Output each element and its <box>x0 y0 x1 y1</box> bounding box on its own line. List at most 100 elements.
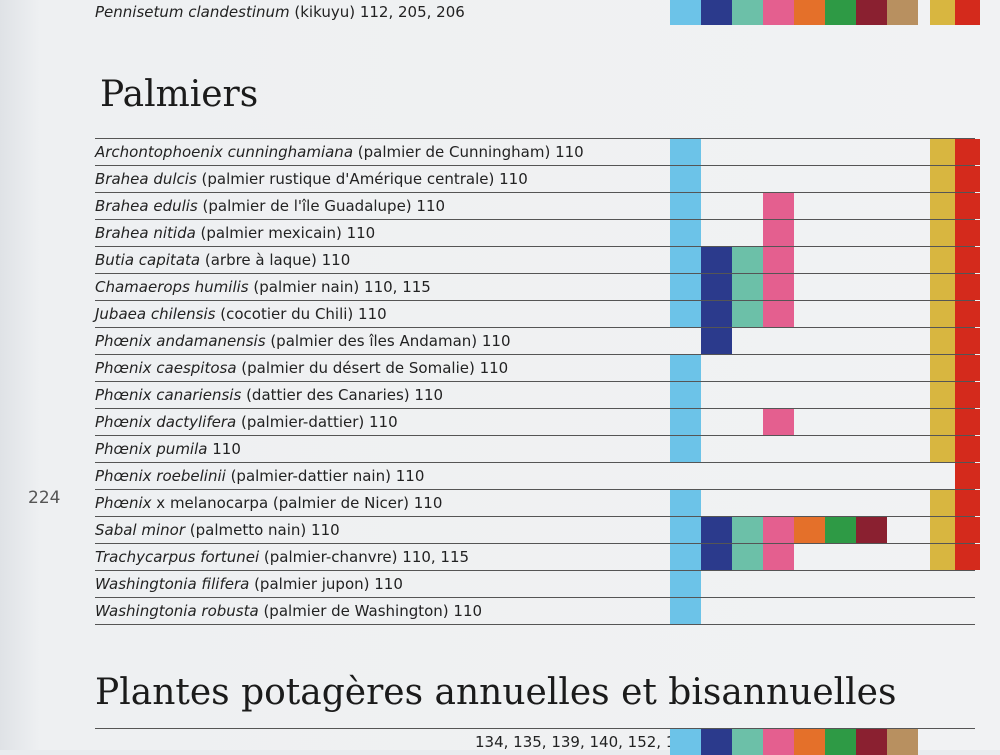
color-cell <box>763 193 794 219</box>
color-cell <box>930 436 955 462</box>
next-section-title: Plantes potagères annuelles et bisannuel… <box>95 672 897 713</box>
common-name: (palmier-dattier) 110 <box>236 413 398 431</box>
color-cell <box>670 598 701 624</box>
latin-name: Phœnix canariensis <box>95 386 242 404</box>
table-row: Jubaea chilensis (cocotier du Chili) 110 <box>95 300 980 327</box>
common-name: (palmier de l'île Guadalupe) 110 <box>197 197 446 215</box>
color-cell <box>701 247 732 273</box>
common-name: (palmier-chanvre) 110, 115 <box>259 548 470 566</box>
latin: Pennisetum clandestinum <box>95 3 290 21</box>
latin-name: Phœnix pumila <box>95 440 208 458</box>
fragment-row: 134, 135, 139, 140, 152, 154, 175, 197 <box>95 728 975 755</box>
page-number: 224 <box>28 488 61 508</box>
color-cell <box>670 436 701 462</box>
color-cell <box>930 0 955 25</box>
latin-name: Washingtonia robusta <box>95 602 259 620</box>
table-row: Washingtonia filifera (palmier jupon) 11… <box>95 570 975 597</box>
color-cell <box>955 463 980 489</box>
color-cell <box>887 729 918 755</box>
color-cell <box>955 301 980 327</box>
table-row: Phœnix x melanocarpa (palmier de Nicer) … <box>95 489 980 516</box>
color-cell <box>955 166 980 192</box>
color-cell <box>955 247 980 273</box>
color-cell <box>763 301 794 327</box>
table-row: Phœnix caespitosa (palmier du désert de … <box>95 354 980 381</box>
color-cell <box>930 247 955 273</box>
color-cell <box>930 193 955 219</box>
color-cell <box>670 517 701 543</box>
color-cell <box>930 544 955 570</box>
common-name: (palmier de Cunningham) 110 <box>353 143 584 161</box>
table-row: Brahea nitida (palmier mexicain) 110 <box>95 219 980 246</box>
color-cell <box>825 517 856 543</box>
color-cell <box>930 274 955 300</box>
color-cell <box>732 247 763 273</box>
color-cell <box>794 517 825 543</box>
latin-name: Brahea edulis <box>95 197 198 215</box>
color-cell <box>930 328 955 354</box>
color-cell <box>930 409 955 435</box>
color-cell <box>701 0 732 25</box>
table-bottom-line <box>95 624 975 625</box>
color-cell <box>955 274 980 300</box>
common-name: x melanocarpa (palmier de Nicer) 110 <box>151 494 443 512</box>
color-cell <box>825 0 856 25</box>
latin-name: Trachycarpus fortunei <box>95 548 260 566</box>
color-cell <box>670 382 701 408</box>
color-cell <box>732 274 763 300</box>
color-cell <box>856 729 887 755</box>
color-cell <box>670 0 701 25</box>
color-cell <box>670 490 701 516</box>
latin-name: Butia capitata <box>95 251 201 269</box>
common-name: (palmetto nain) 110 <box>185 521 340 539</box>
color-cell <box>701 328 732 354</box>
common-name: (palmier mexicain) 110 <box>195 224 376 242</box>
table-row: Phœnix andamanensis (palmier des îles An… <box>95 327 980 354</box>
common-name: (palmier des îles Andaman) 110 <box>265 332 511 350</box>
color-cell <box>955 139 980 165</box>
color-cell <box>763 544 794 570</box>
common-name: (cocotier du Chili) 110 <box>215 305 387 323</box>
latin-name: Phœnix caespitosa <box>95 359 237 377</box>
rest: (kikuyu) 112, 205, 206 <box>289 3 465 21</box>
table-row: Washingtonia robusta (palmier de Washing… <box>95 597 975 624</box>
color-cell <box>955 544 980 570</box>
latin-name: Chamaerops humilis <box>95 278 249 296</box>
table-row: Chamaerops humilis (palmier nain) 110, 1… <box>95 273 980 300</box>
color-cell <box>955 382 980 408</box>
section-title: Palmiers <box>100 74 259 115</box>
color-cell <box>670 571 701 597</box>
color-cell <box>955 517 980 543</box>
color-cell <box>701 301 732 327</box>
latin-name: Phœnix andamanensis <box>95 332 266 350</box>
table-row: Sabal minor (palmetto nain) 110 <box>95 516 980 543</box>
common-name: (palmier rustique d'Amérique centrale) 1… <box>196 170 528 188</box>
color-cell <box>701 517 732 543</box>
color-cell <box>670 301 701 327</box>
color-cell <box>701 274 732 300</box>
common-name: (palmier jupon) 110 <box>249 575 403 593</box>
latin-name: Jubaea chilensis <box>95 305 216 323</box>
color-cell <box>763 220 794 246</box>
top-row: Pennisetum clandestinum (kikuyu) 112, 20… <box>95 0 980 25</box>
color-cell <box>670 409 701 435</box>
color-cell <box>701 544 732 570</box>
color-cell <box>856 517 887 543</box>
color-cell <box>670 193 701 219</box>
color-cell <box>670 355 701 381</box>
common-name: (arbre à laque) 110 <box>200 251 351 269</box>
color-cell <box>955 490 980 516</box>
color-cell <box>930 301 955 327</box>
color-cell <box>930 166 955 192</box>
latin-name: Sabal minor <box>95 521 185 539</box>
table-row: Phœnix canariensis (dattier des Canaries… <box>95 381 980 408</box>
color-cell <box>955 220 980 246</box>
latin-name: Brahea nitida <box>95 224 196 242</box>
color-cell <box>930 220 955 246</box>
table-row: Phœnix dactylifera (palmier-dattier) 110 <box>95 408 980 435</box>
latin-name: Phœnix roebelinii <box>95 467 226 485</box>
color-cell <box>887 0 918 25</box>
common-name: (palmier de Washington) 110 <box>258 602 483 620</box>
table-row: Brahea dulcis (palmier rustique d'Amériq… <box>95 165 980 192</box>
